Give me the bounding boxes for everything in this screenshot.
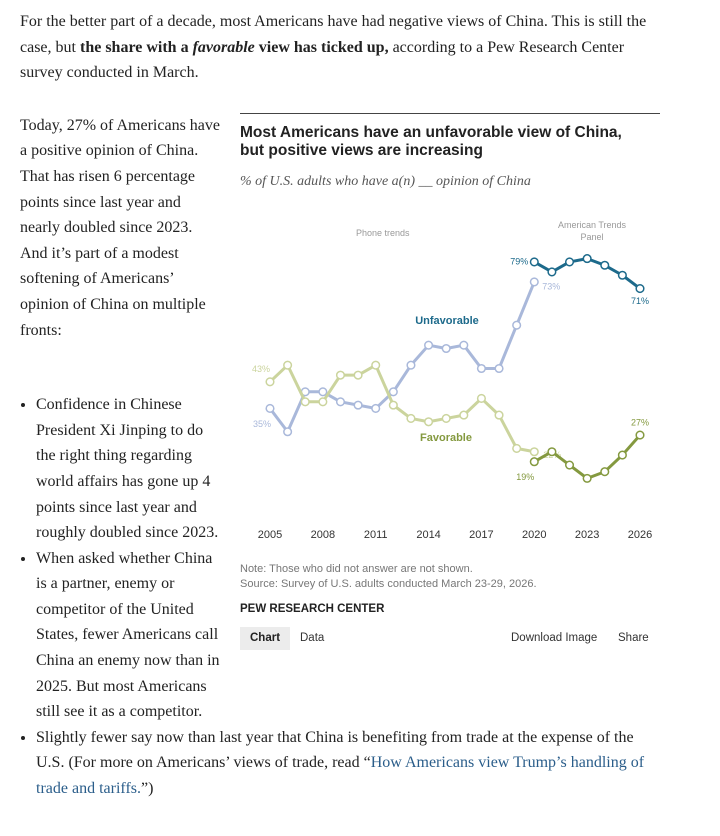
data-point xyxy=(441,413,451,423)
data-point xyxy=(283,426,293,437)
data-point xyxy=(582,473,592,483)
data-point xyxy=(335,370,346,380)
x-tick-label: 2017 xyxy=(469,529,493,541)
data-point xyxy=(265,403,275,413)
data-point xyxy=(529,277,539,287)
data-point xyxy=(459,410,469,420)
chart-figure: Most Americans have an unfavorable view … xyxy=(232,112,660,699)
data-point xyxy=(300,397,310,407)
x-tick-label: 2023 xyxy=(575,529,599,541)
data-point xyxy=(459,340,469,350)
data-point xyxy=(529,456,539,467)
bullet-list: Confidence in Chinese President Xi Jinpi… xyxy=(20,392,660,802)
data-point xyxy=(617,270,627,280)
value-label: 71% xyxy=(631,296,649,306)
text: Slightly fewer say now than last year th… xyxy=(36,728,634,772)
link[interactable]: How Americans view Trump’s handling of t… xyxy=(36,754,645,798)
value-label: 19% xyxy=(516,472,534,482)
annotation: American Trends Panel xyxy=(557,219,627,242)
data-point xyxy=(441,343,451,353)
x-tick-label: 2011 xyxy=(364,529,388,541)
value-label: 27% xyxy=(631,417,649,427)
value-label: 35% xyxy=(253,419,271,429)
text: according to a Pew Research Center surve… xyxy=(20,38,625,82)
x-tick-label: 2020 xyxy=(522,529,546,541)
data-point xyxy=(318,387,328,397)
data-point xyxy=(476,393,486,403)
bullet: When asked whether China is a partner, e… xyxy=(36,546,660,725)
data-point xyxy=(600,260,610,270)
data-point xyxy=(582,253,592,263)
data-point xyxy=(617,450,627,460)
text: the share with a xyxy=(79,38,193,56)
data-point xyxy=(494,410,504,420)
paragraph: Today, 27% of Americans have a positive … xyxy=(20,116,220,339)
italic: favorable xyxy=(192,38,255,56)
data-point xyxy=(424,417,434,427)
chart-title: Most Americans have an unfavorable view … xyxy=(240,123,622,159)
data-point xyxy=(335,397,346,407)
text: For the better part of a decade, most Am… xyxy=(20,13,647,56)
bullet: Slightly fewer say now than last year th… xyxy=(36,725,660,802)
data-point xyxy=(600,466,610,477)
data-point xyxy=(635,430,645,440)
x-tick-label: 2026 xyxy=(628,529,652,541)
data-point xyxy=(265,377,275,387)
value-label: 79% xyxy=(510,256,528,266)
tab-bg xyxy=(240,626,290,650)
data-point xyxy=(512,443,522,453)
data-point xyxy=(424,340,434,350)
source: Source: Survey of U.S. adults conducted … xyxy=(240,577,537,590)
series-label: Unfavorable xyxy=(415,315,479,327)
data-point xyxy=(529,446,539,457)
data-point xyxy=(406,360,416,370)
bullet: Confidence in Chinese President Xi Jinpi… xyxy=(36,392,660,546)
series-line xyxy=(268,281,536,434)
action[interactable]: Share xyxy=(618,631,649,644)
data-point xyxy=(512,320,522,330)
data-point xyxy=(388,387,398,397)
data-point xyxy=(547,267,557,277)
x-tick-label: 2005 xyxy=(258,529,282,541)
text: view has ticked up, xyxy=(254,38,389,56)
data-point xyxy=(406,413,416,423)
data-point xyxy=(371,360,381,370)
data-point xyxy=(371,403,381,413)
x-tick-label: 2008 xyxy=(311,529,335,541)
data-point xyxy=(283,360,293,370)
rule xyxy=(240,112,660,114)
value-label: 73% xyxy=(542,281,560,291)
data-point xyxy=(547,446,557,457)
data-point xyxy=(529,257,539,267)
article: For the better part of a decade, most Am… xyxy=(0,0,660,802)
data-point xyxy=(353,370,363,380)
series-line xyxy=(268,363,535,453)
value-label: 43% xyxy=(252,364,270,374)
data-point xyxy=(476,363,486,373)
text: ”) xyxy=(141,780,154,798)
credit: PEW RESEARCH CENTER xyxy=(240,602,385,615)
data-point xyxy=(388,400,398,410)
action[interactable]: Download Image xyxy=(511,631,598,644)
tab[interactable]: Data xyxy=(300,631,325,644)
chart-subtitle: % of U.S. adults who have a(n) __ opinio… xyxy=(240,173,531,189)
series-label: Favorable xyxy=(420,432,472,444)
tab[interactable]: Chart xyxy=(250,631,281,644)
intro: For the better part of a decade, most Am… xyxy=(20,9,660,86)
annotation: Phone trends xyxy=(356,227,410,238)
data-point xyxy=(494,363,504,373)
x-tick-label: 2014 xyxy=(416,529,440,541)
plot: 2005 2008 2011 2014 2017 2020 2023 2026 35% 73% 79… xyxy=(252,253,652,541)
bold: the share with a favorable view has tick… xyxy=(80,39,389,56)
data-point xyxy=(564,460,575,470)
data-point xyxy=(564,257,575,267)
data-point xyxy=(318,397,328,407)
data-point xyxy=(353,400,363,410)
data-point xyxy=(635,283,645,293)
note: Note: Those who did not answer are not s… xyxy=(240,562,473,575)
